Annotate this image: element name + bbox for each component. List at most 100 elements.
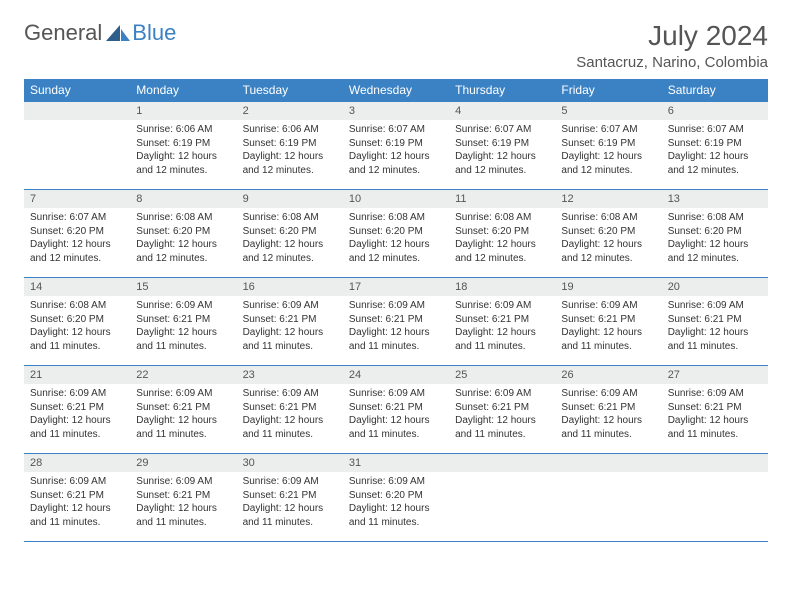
day-body: Sunrise: 6:07 AMSunset: 6:19 PMDaylight:… (555, 120, 661, 181)
day-line: Sunrise: 6:09 AM (349, 387, 443, 401)
calendar-cell: 21Sunrise: 6:09 AMSunset: 6:21 PMDayligh… (24, 366, 130, 454)
day-line: Sunset: 6:21 PM (243, 313, 337, 327)
calendar-cell: 10Sunrise: 6:08 AMSunset: 6:20 PMDayligh… (343, 190, 449, 278)
day-number: 30 (237, 454, 343, 472)
calendar-cell: 17Sunrise: 6:09 AMSunset: 6:21 PMDayligh… (343, 278, 449, 366)
day-line: Sunrise: 6:08 AM (243, 211, 337, 225)
day-line: Sunrise: 6:09 AM (136, 387, 230, 401)
day-line: Daylight: 12 hours (455, 238, 549, 252)
day-line: and 11 minutes. (668, 428, 762, 442)
calendar-row: 7Sunrise: 6:07 AMSunset: 6:20 PMDaylight… (24, 190, 768, 278)
title-block: July 2024 Santacruz, Narino, Colombia (576, 20, 768, 71)
day-body: Sunrise: 6:08 AMSunset: 6:20 PMDaylight:… (449, 208, 555, 269)
day-number: 17 (343, 278, 449, 296)
day-line: and 11 minutes. (30, 516, 124, 530)
day-line: and 11 minutes. (30, 340, 124, 354)
day-line: Sunset: 6:21 PM (243, 489, 337, 503)
weekday-header: Sunday (24, 79, 130, 102)
day-line: and 12 minutes. (561, 164, 655, 178)
day-number: 5 (555, 102, 661, 120)
calendar-cell: 30Sunrise: 6:09 AMSunset: 6:21 PMDayligh… (237, 454, 343, 542)
day-line: Daylight: 12 hours (668, 238, 762, 252)
day-number: 27 (662, 366, 768, 384)
day-body: Sunrise: 6:07 AMSunset: 6:20 PMDaylight:… (24, 208, 130, 269)
day-body: Sunrise: 6:09 AMSunset: 6:21 PMDaylight:… (449, 384, 555, 445)
day-number: 23 (237, 366, 343, 384)
day-body: Sunrise: 6:08 AMSunset: 6:20 PMDaylight:… (662, 208, 768, 269)
day-number: 1 (130, 102, 236, 120)
day-line: Sunset: 6:21 PM (561, 313, 655, 327)
day-body: Sunrise: 6:06 AMSunset: 6:19 PMDaylight:… (130, 120, 236, 181)
day-line: and 12 minutes. (136, 164, 230, 178)
day-body: Sunrise: 6:09 AMSunset: 6:21 PMDaylight:… (555, 296, 661, 357)
day-line: Sunset: 6:21 PM (243, 401, 337, 415)
day-line: Daylight: 12 hours (668, 414, 762, 428)
day-line: Sunset: 6:21 PM (668, 313, 762, 327)
day-line: Sunrise: 6:09 AM (30, 387, 124, 401)
day-line: Daylight: 12 hours (349, 326, 443, 340)
day-line: Daylight: 12 hours (455, 150, 549, 164)
day-line: Daylight: 12 hours (243, 414, 337, 428)
day-number: 3 (343, 102, 449, 120)
day-line: Sunrise: 6:08 AM (455, 211, 549, 225)
day-number: 26 (555, 366, 661, 384)
day-body: Sunrise: 6:07 AMSunset: 6:19 PMDaylight:… (343, 120, 449, 181)
weekday-header: Monday (130, 79, 236, 102)
calendar-cell: 24Sunrise: 6:09 AMSunset: 6:21 PMDayligh… (343, 366, 449, 454)
day-line: Daylight: 12 hours (30, 238, 124, 252)
day-line: Sunset: 6:20 PM (455, 225, 549, 239)
day-line: and 11 minutes. (455, 428, 549, 442)
day-line: and 12 minutes. (243, 252, 337, 266)
day-line: Sunset: 6:21 PM (136, 401, 230, 415)
calendar-cell: 25Sunrise: 6:09 AMSunset: 6:21 PMDayligh… (449, 366, 555, 454)
calendar-cell: 6Sunrise: 6:07 AMSunset: 6:19 PMDaylight… (662, 102, 768, 190)
day-line: and 11 minutes. (243, 428, 337, 442)
day-line: and 12 minutes. (668, 252, 762, 266)
day-number: 11 (449, 190, 555, 208)
day-body: Sunrise: 6:08 AMSunset: 6:20 PMDaylight:… (343, 208, 449, 269)
logo-text-1: General (24, 20, 102, 46)
day-line: and 11 minutes. (30, 428, 124, 442)
day-body: Sunrise: 6:09 AMSunset: 6:21 PMDaylight:… (24, 472, 130, 533)
day-line: Daylight: 12 hours (349, 414, 443, 428)
day-line: Daylight: 12 hours (30, 414, 124, 428)
calendar-cell: 19Sunrise: 6:09 AMSunset: 6:21 PMDayligh… (555, 278, 661, 366)
calendar-cell (662, 454, 768, 542)
day-line: Sunrise: 6:09 AM (136, 475, 230, 489)
day-line: Sunrise: 6:07 AM (561, 123, 655, 137)
location: Santacruz, Narino, Colombia (576, 54, 768, 71)
day-number: 20 (662, 278, 768, 296)
day-line: Sunset: 6:20 PM (561, 225, 655, 239)
day-line: Sunset: 6:21 PM (136, 313, 230, 327)
calendar-cell: 15Sunrise: 6:09 AMSunset: 6:21 PMDayligh… (130, 278, 236, 366)
day-line: Sunset: 6:21 PM (30, 489, 124, 503)
calendar-cell (555, 454, 661, 542)
day-line: Sunset: 6:21 PM (455, 401, 549, 415)
day-line: Daylight: 12 hours (455, 414, 549, 428)
day-line: Daylight: 12 hours (243, 502, 337, 516)
day-line: Daylight: 12 hours (349, 502, 443, 516)
day-line: and 11 minutes. (455, 340, 549, 354)
calendar-cell: 4Sunrise: 6:07 AMSunset: 6:19 PMDaylight… (449, 102, 555, 190)
day-line: Sunrise: 6:07 AM (668, 123, 762, 137)
calendar-cell: 1Sunrise: 6:06 AMSunset: 6:19 PMDaylight… (130, 102, 236, 190)
day-line: Sunset: 6:19 PM (136, 137, 230, 151)
logo: General Blue (24, 20, 176, 46)
day-number: 21 (24, 366, 130, 384)
day-line: Sunrise: 6:09 AM (243, 299, 337, 313)
day-line: Sunset: 6:21 PM (349, 313, 443, 327)
weekday-row: Sunday Monday Tuesday Wednesday Thursday… (24, 79, 768, 102)
day-body: Sunrise: 6:09 AMSunset: 6:21 PMDaylight:… (130, 296, 236, 357)
day-line: and 11 minutes. (561, 428, 655, 442)
calendar-cell: 31Sunrise: 6:09 AMSunset: 6:20 PMDayligh… (343, 454, 449, 542)
day-number: 14 (24, 278, 130, 296)
day-line: Daylight: 12 hours (30, 326, 124, 340)
weekday-header: Saturday (662, 79, 768, 102)
day-number: 2 (237, 102, 343, 120)
day-line: and 12 minutes. (136, 252, 230, 266)
day-body: Sunrise: 6:07 AMSunset: 6:19 PMDaylight:… (662, 120, 768, 181)
day-body: Sunrise: 6:09 AMSunset: 6:21 PMDaylight:… (555, 384, 661, 445)
day-line: and 12 minutes. (243, 164, 337, 178)
day-line: Daylight: 12 hours (561, 150, 655, 164)
calendar-cell (449, 454, 555, 542)
